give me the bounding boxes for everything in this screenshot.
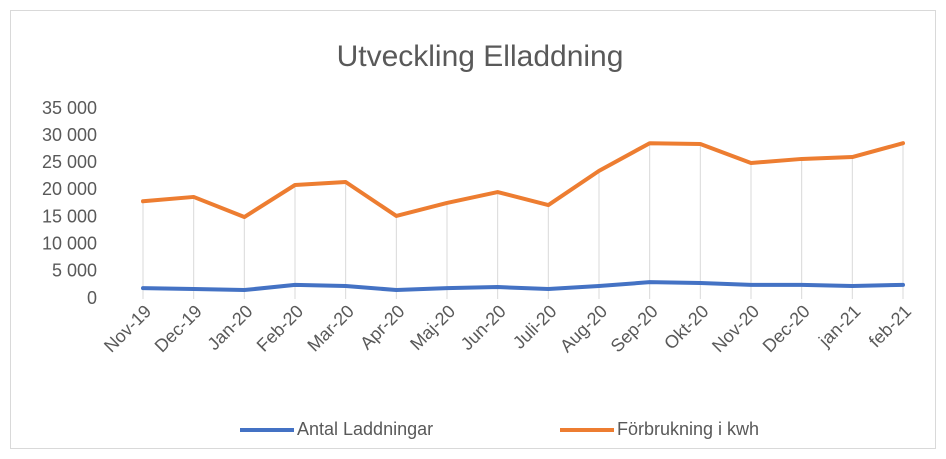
series-line xyxy=(141,280,905,293)
series-line xyxy=(141,141,905,220)
chart-title: Utveckling Elladdning xyxy=(337,40,624,73)
y-tick-label: 20 000 xyxy=(42,179,97,199)
legend-label: Antal Laddningar xyxy=(297,419,433,439)
y-tick-label: 0 xyxy=(87,288,97,308)
y-tick-label: 5 000 xyxy=(52,261,97,281)
y-tick-label: 30 000 xyxy=(42,125,97,145)
y-tick-label: 35 000 xyxy=(42,98,97,118)
legend-label: Förbrukning i kwh xyxy=(617,419,759,439)
y-tick-label: 10 000 xyxy=(42,233,97,253)
y-tick-label: 15 000 xyxy=(42,206,97,226)
y-tick-label: 25 000 xyxy=(42,152,97,172)
chart-border xyxy=(10,10,936,449)
